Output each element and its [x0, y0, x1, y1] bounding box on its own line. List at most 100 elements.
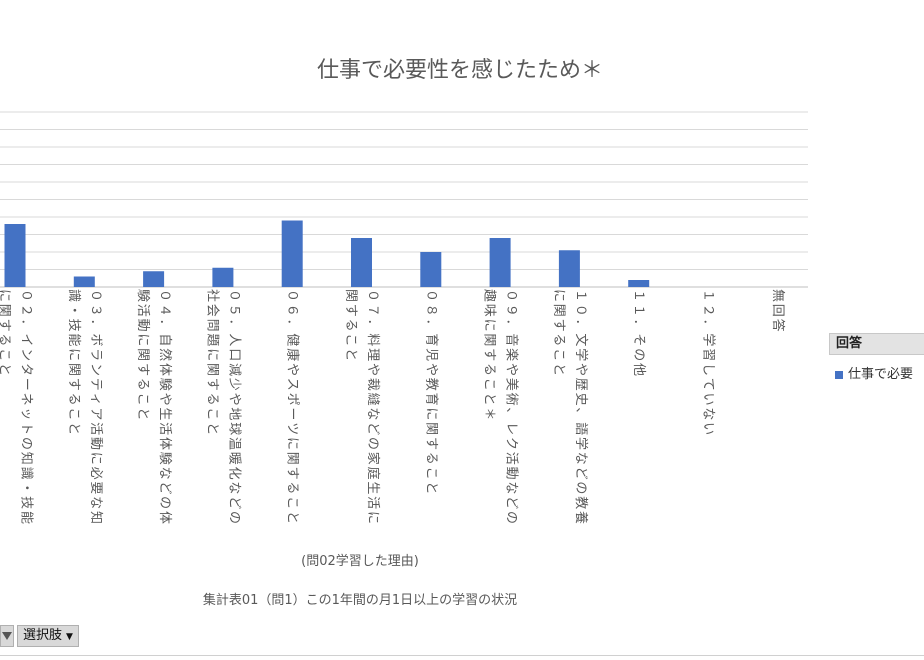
bar[interactable] [628, 280, 650, 287]
svg-text:験: 験 [157, 378, 172, 392]
svg-text:健: 健 [285, 333, 300, 347]
svg-text:と: と [66, 422, 81, 436]
svg-text:関: 関 [135, 348, 150, 362]
svg-text:験: 験 [135, 289, 150, 303]
svg-text:な: な [88, 496, 103, 510]
chart-subtitle: 集計表01（問1）この1年間の月1日以上の学習の状況 [203, 592, 517, 608]
x-axis-title: (問02学習した理由) [301, 553, 419, 569]
svg-text:ト: ト [19, 422, 34, 436]
svg-text:ー: ー [285, 407, 300, 421]
svg-text:と: と [482, 393, 497, 407]
bar[interactable] [281, 220, 303, 288]
svg-text:ど: ど [226, 496, 241, 510]
svg-text:能: 能 [66, 333, 81, 347]
svg-text:教: 教 [573, 496, 589, 510]
field-button[interactable]: 選択肢 ▼ [17, 625, 79, 647]
svg-text:ー: ー [19, 378, 34, 392]
bar[interactable] [420, 252, 442, 287]
svg-text:レ: レ [504, 422, 519, 436]
svg-text:他: 他 [631, 363, 646, 377]
svg-text:る: る [204, 393, 219, 407]
svg-text:の: の [157, 496, 172, 510]
svg-text:す: す [482, 348, 497, 362]
svg-text:減: 減 [226, 363, 242, 377]
svg-text:な: な [365, 407, 380, 421]
svg-text:．: ． [285, 319, 300, 333]
svg-text:る: る [0, 333, 12, 347]
svg-text:ど: ど [157, 481, 172, 495]
legend-entry-label: 仕事で必要 [848, 367, 914, 382]
svg-text:動: 動 [135, 319, 150, 333]
legend-entry[interactable]: 仕事で必要 [829, 355, 924, 390]
svg-text:こ: こ [285, 496, 300, 510]
svg-text:０: ０ [19, 289, 34, 303]
divider [0, 655, 924, 656]
svg-text:関: 関 [285, 452, 300, 466]
svg-text:０: ０ [157, 289, 172, 303]
svg-text:．: ． [573, 319, 588, 333]
svg-text:な: な [504, 481, 519, 495]
svg-text:．: ． [423, 319, 438, 333]
svg-text:温: 温 [226, 437, 241, 451]
svg-text:な: な [573, 452, 588, 466]
bar[interactable] [4, 224, 26, 287]
svg-text:こ: こ [343, 333, 358, 347]
svg-text:活: 活 [157, 422, 172, 436]
bar[interactable] [489, 238, 511, 287]
svg-text:に: に [0, 289, 12, 303]
svg-text:文: 文 [573, 333, 588, 347]
svg-text:児: 児 [423, 348, 438, 362]
svg-text:技: 技 [66, 319, 81, 333]
filter-button[interactable] [0, 625, 14, 647]
svg-text:に: に [204, 348, 219, 362]
svg-text:球: 球 [226, 422, 241, 436]
bar[interactable] [351, 238, 372, 287]
svg-text:イ: イ [19, 333, 34, 347]
svg-text:育: 育 [423, 333, 439, 347]
svg-text:テ: テ [88, 378, 103, 392]
svg-text:ィ: ィ [88, 393, 103, 407]
svg-text:史: 史 [573, 393, 588, 407]
category-label: １１．その他 [631, 289, 646, 377]
svg-text:会: 会 [204, 304, 219, 318]
svg-text:養: 養 [573, 511, 589, 525]
svg-text:の: の [573, 481, 588, 495]
bar[interactable] [143, 271, 165, 287]
svg-text:な: な [701, 407, 716, 421]
svg-text:人: 人 [226, 333, 241, 347]
svg-text:動: 動 [504, 467, 519, 481]
svg-text:ネ: ネ [19, 393, 34, 407]
svg-text:術: 術 [504, 393, 519, 407]
category-labels: ０２．インターネットの知識・技能に関すること０３．ボランティア活動に必要な知識・… [0, 289, 786, 525]
triangle-down-icon: ▼ [66, 632, 73, 642]
svg-text:に: に [482, 319, 497, 333]
bar[interactable] [212, 267, 234, 287]
svg-text:こ: こ [66, 407, 81, 421]
bar[interactable] [73, 276, 95, 288]
svg-text:な: な [157, 467, 172, 481]
svg-text:０: ０ [285, 289, 300, 303]
svg-text:こ: こ [482, 378, 497, 392]
svg-text:る: る [135, 378, 150, 392]
svg-text:．: ． [226, 319, 241, 333]
funnel-icon [2, 632, 12, 640]
bar[interactable] [558, 250, 580, 287]
svg-text:や: や [573, 363, 588, 377]
svg-text:こ: こ [135, 393, 150, 407]
svg-text:．: ． [631, 319, 646, 333]
svg-text:と: と [423, 481, 438, 495]
svg-text:ボ: ボ [88, 333, 103, 347]
svg-text:０: ０ [226, 289, 241, 303]
svg-text:．: ． [701, 319, 716, 333]
svg-text:、: 、 [504, 407, 519, 421]
svg-text:７: ７ [365, 304, 380, 318]
svg-text:ン: ン [19, 348, 34, 362]
svg-text:ツ: ツ [285, 422, 300, 436]
svg-text:学: 学 [701, 333, 717, 347]
